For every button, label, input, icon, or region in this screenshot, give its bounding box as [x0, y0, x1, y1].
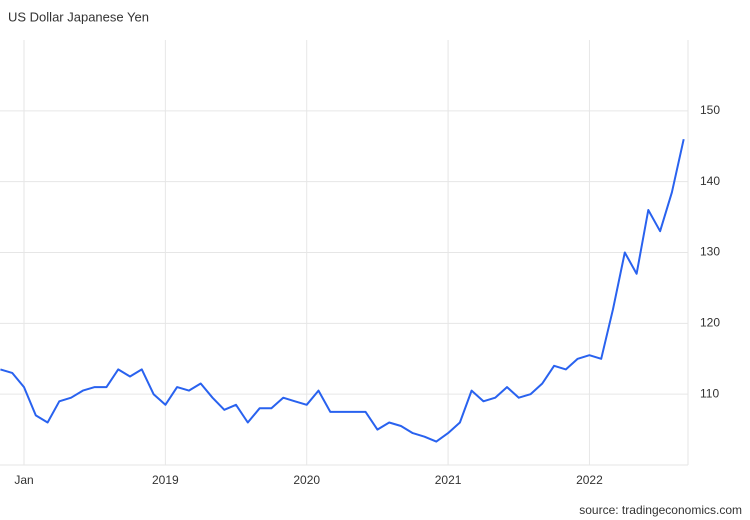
x-tick-label: 2022	[576, 473, 603, 487]
price-line	[0, 138, 685, 443]
x-tick-label: 2021	[435, 473, 462, 487]
x-tick-label: 2019	[152, 473, 179, 487]
x-tick-label: 2020	[293, 473, 320, 487]
y-tick-label: 130	[700, 245, 720, 259]
y-tick-label: 140	[700, 174, 720, 188]
source-note: source: tradingeconomics.com	[579, 503, 742, 517]
x-tick-label: Jan	[14, 473, 33, 487]
y-tick-label: 110	[700, 386, 719, 400]
y-tick-label: 150	[700, 103, 720, 117]
chart-title: US Dollar Japanese Yen	[8, 9, 149, 24]
y-tick-label: 120	[700, 316, 720, 330]
